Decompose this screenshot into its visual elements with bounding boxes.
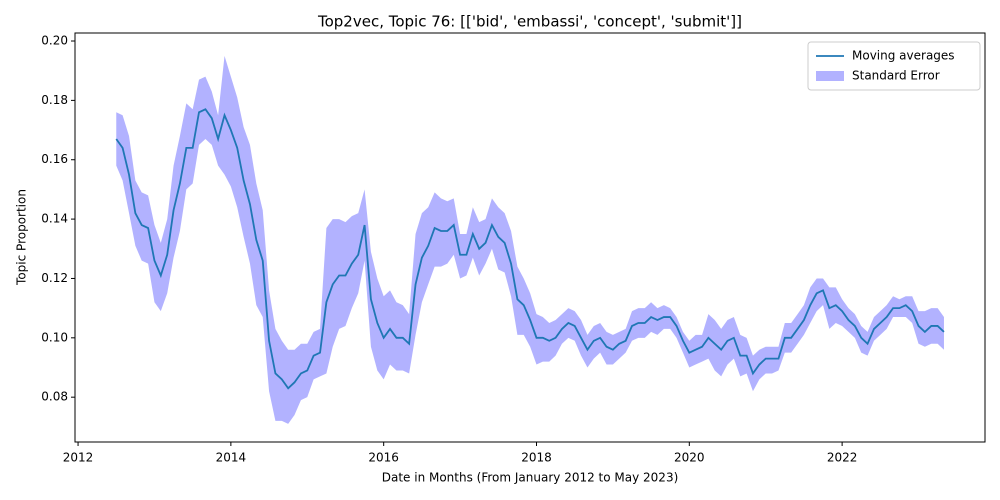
- legend-label: Moving averages: [852, 49, 955, 63]
- x-tick-label: 2016: [368, 451, 399, 465]
- chart-title: Top2vec, Topic 76: [['bid', 'embassi', '…: [317, 13, 742, 31]
- x-tick-label: 2020: [674, 451, 705, 465]
- legend-label: Standard Error: [852, 69, 940, 83]
- y-tick-label: 0.08: [41, 390, 68, 404]
- y-tick-label: 0.12: [41, 271, 68, 285]
- y-tick-label: 0.10: [41, 330, 68, 344]
- error-band: [116, 55, 944, 424]
- x-tick-label: 2018: [521, 451, 552, 465]
- y-axis-label: Topic Proportion: [15, 189, 29, 286]
- legend-patch: [816, 71, 844, 81]
- x-tick-label: 2012: [63, 451, 94, 465]
- x-tick-label: 2014: [216, 451, 247, 465]
- line: [115, 108, 945, 390]
- legend-box: [807, 41, 981, 91]
- y-tick-label: 0.20: [41, 34, 68, 48]
- x-axis-label: Date in Months (From January 2012 to May…: [382, 471, 679, 485]
- y-tick-label: 0.14: [41, 212, 68, 226]
- y-tick-label: 0.16: [41, 152, 68, 166]
- x-tick-label: 2022: [827, 451, 858, 465]
- plot-frame: [74, 32, 986, 443]
- y-tick-label: 0.18: [41, 93, 68, 107]
